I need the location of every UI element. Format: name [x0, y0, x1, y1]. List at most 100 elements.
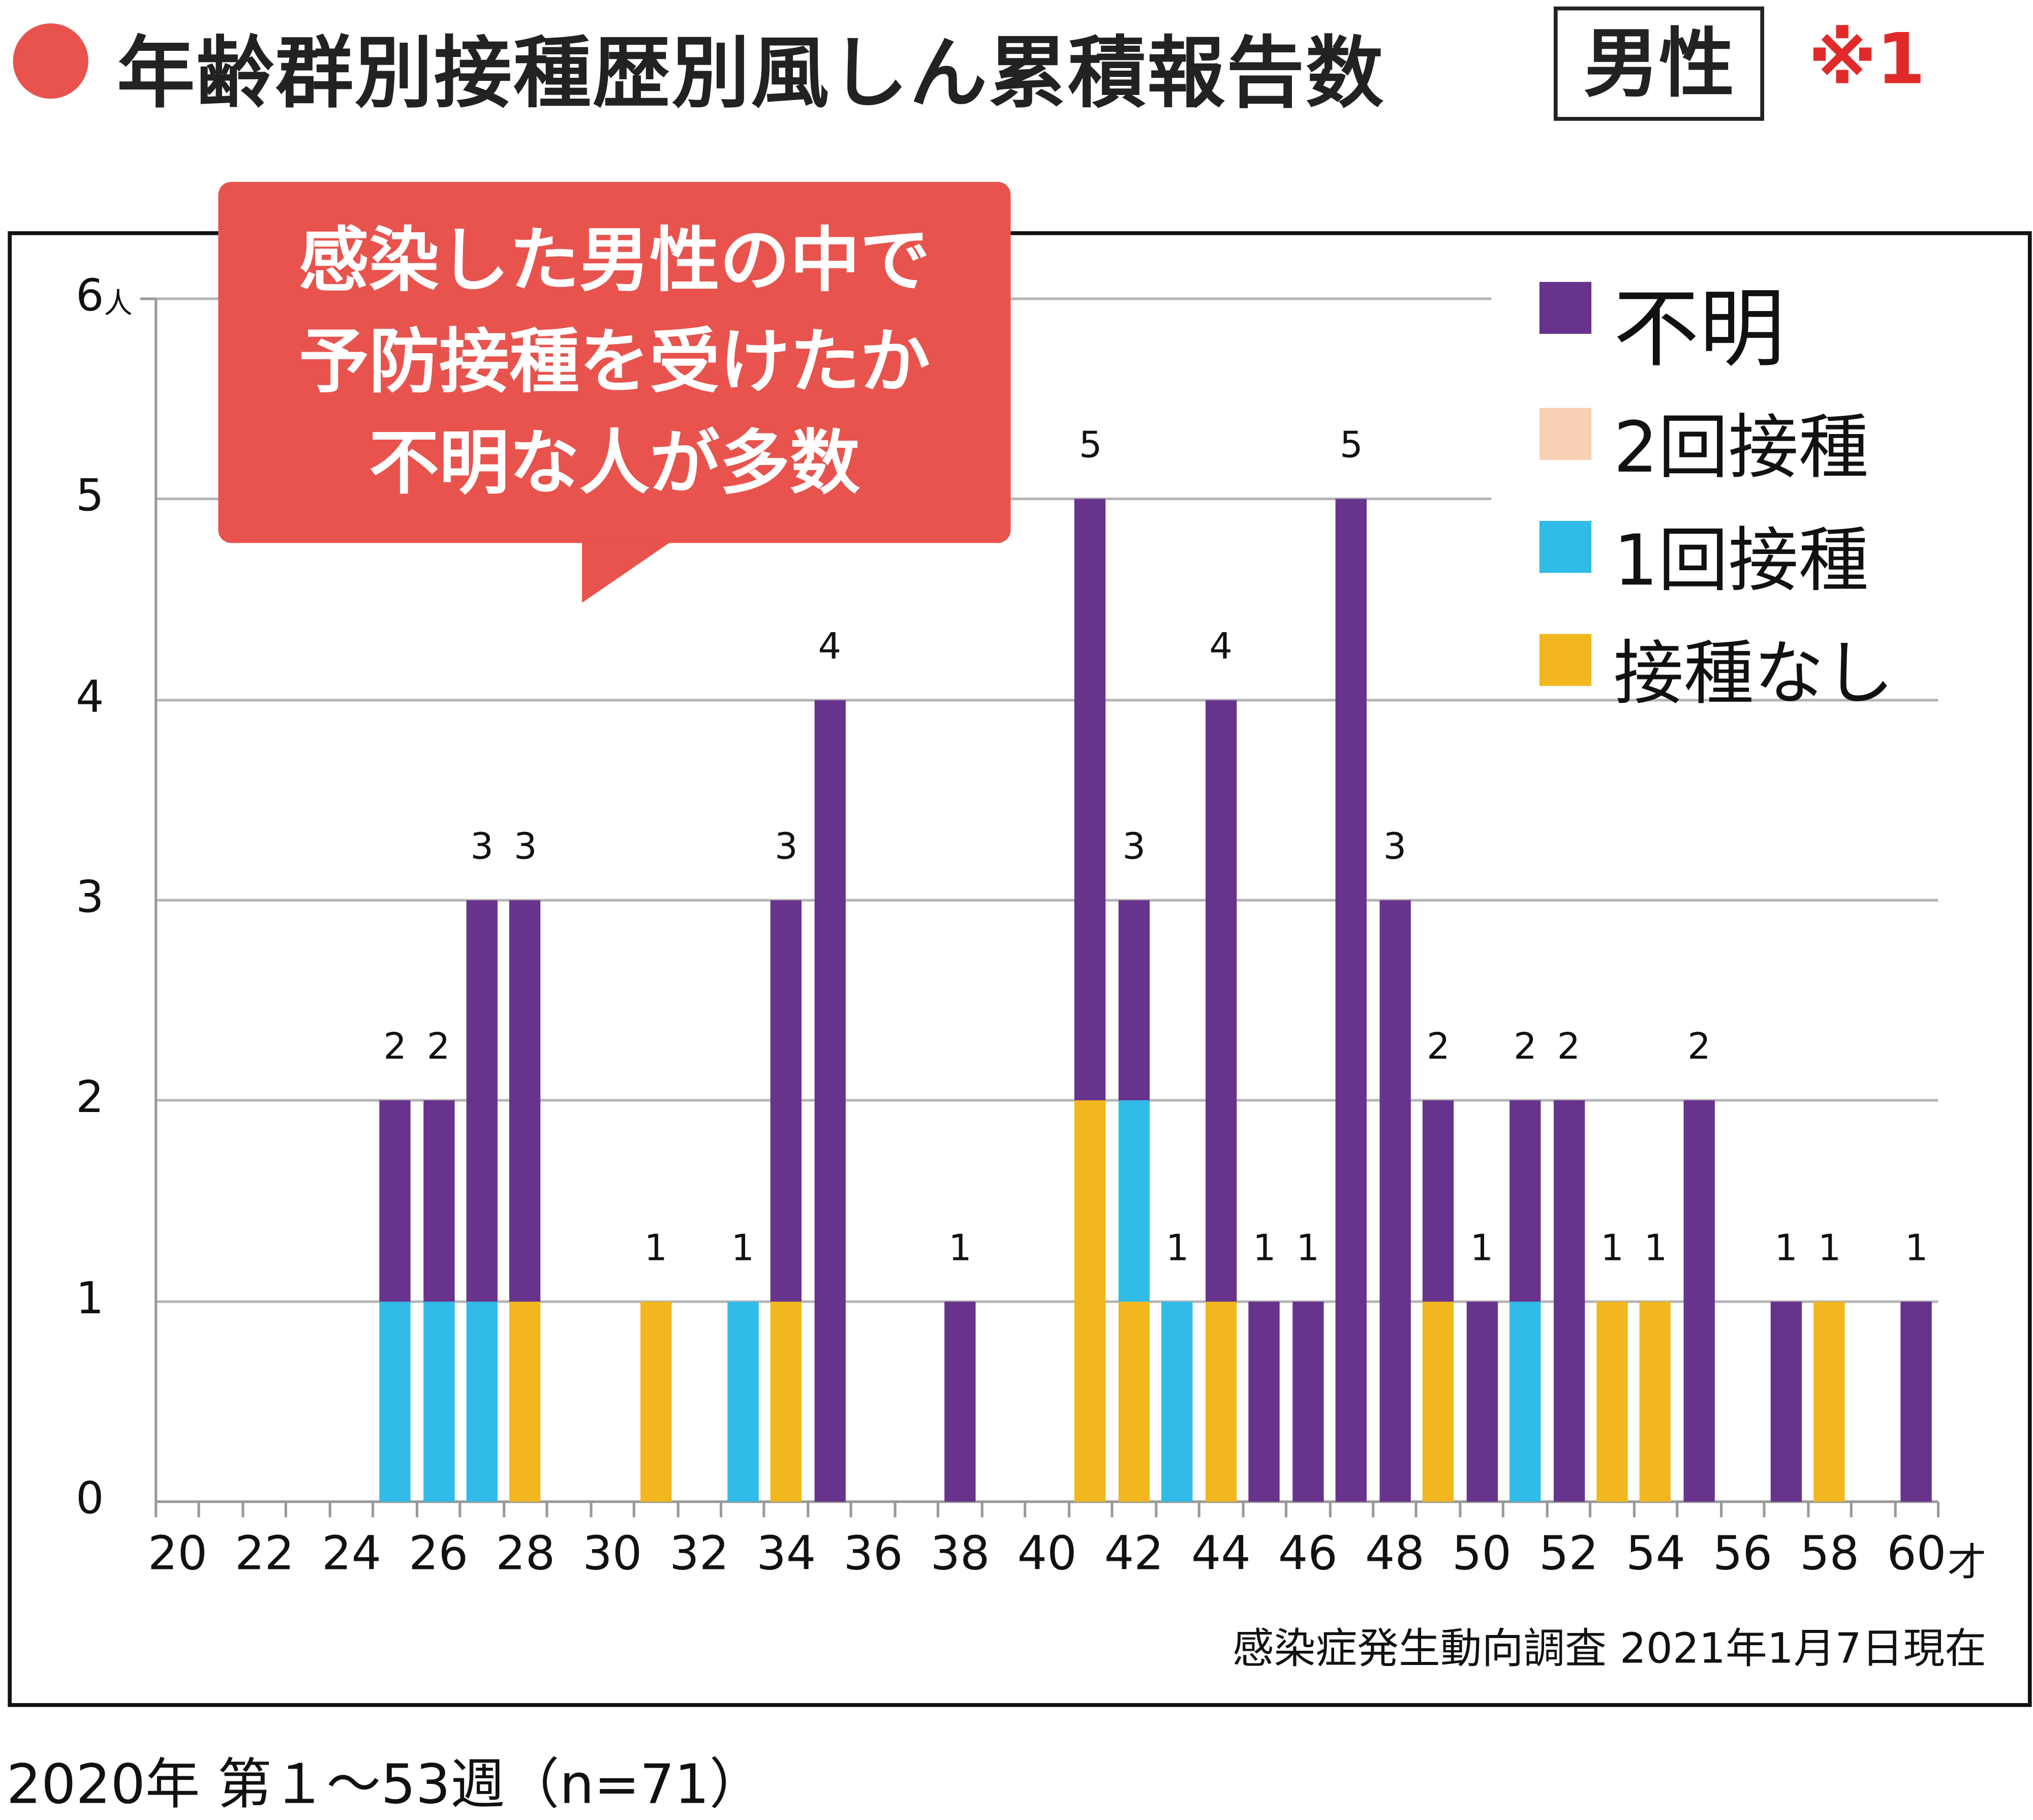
y-tick-label: 0	[76, 1473, 104, 1525]
bar-value-label: 1	[1600, 1225, 1624, 1269]
bar-segment-unknown	[1510, 1100, 1541, 1302]
gridline	[156, 698, 1938, 701]
x-axis-tick	[1589, 1501, 1592, 1518]
bar-value-label: 5	[1079, 424, 1102, 467]
bar-segment-unknown	[422, 1100, 454, 1302]
x-unit-label: 才	[1947, 1540, 1987, 1586]
bar-value-label: 1	[1774, 1225, 1798, 1269]
bar-value-label: 5	[1340, 424, 1363, 467]
legend-swatch-two-dose	[1539, 408, 1592, 460]
x-tick-label: 34	[756, 1527, 816, 1581]
bar-value-label: 2	[1557, 1025, 1581, 1068]
chart-frame	[8, 231, 2032, 1707]
legend-swatch-none	[1539, 634, 1592, 686]
x-axis-tick	[1459, 1501, 1462, 1518]
bar-segment-none	[1640, 1301, 1672, 1502]
legend-swatch-one-dose	[1539, 520, 1592, 573]
bar-segment-unknown	[1205, 699, 1237, 1302]
x-axis-tick	[458, 1501, 461, 1518]
y-tick-label: 1	[76, 1273, 104, 1325]
bar-value-label: 3	[513, 825, 537, 868]
bar-segment-one-dose	[379, 1301, 411, 1502]
x-tick-label: 32	[669, 1527, 729, 1581]
x-axis-tick	[1502, 1501, 1505, 1518]
bar-value-label: 1	[1818, 1225, 1841, 1269]
x-axis-tick	[807, 1501, 810, 1518]
bar-segment-none	[771, 1301, 802, 1502]
bar-segment-unknown	[510, 900, 541, 1302]
legend-label: 1回接種	[1613, 519, 1869, 602]
x-axis-tick	[1850, 1501, 1853, 1518]
x-axis-tick	[1763, 1501, 1766, 1518]
x-axis-tick	[676, 1501, 679, 1518]
x-axis-tick	[763, 1501, 766, 1518]
bar-segment-unknown	[1074, 499, 1106, 1101]
x-tick-label: 50	[1452, 1527, 1512, 1581]
bar-segment-unknown	[1249, 1301, 1280, 1502]
bar-segment-none	[1814, 1301, 1845, 1502]
x-tick-label: 30	[582, 1527, 642, 1581]
title-bullet-icon	[13, 23, 88, 99]
x-axis-tick	[1936, 1501, 1940, 1518]
bar-value-label: 3	[775, 825, 798, 868]
x-axis-tick	[1893, 1501, 1896, 1518]
bar-value-label: 1	[1470, 1225, 1494, 1269]
y-tick-label: 5	[76, 471, 104, 523]
bar-segment-none	[1423, 1301, 1454, 1502]
x-axis-tick	[285, 1501, 288, 1518]
bar-segment-one-dose	[1510, 1301, 1541, 1502]
period-footnote: 2020年 第１～53週（n=71）	[6, 1752, 764, 1816]
x-axis	[156, 1500, 1938, 1503]
x-tick-label: 40	[1017, 1527, 1077, 1581]
x-axis-tick	[328, 1501, 331, 1518]
x-axis-tick	[1676, 1501, 1679, 1518]
bar-value-label: 2	[383, 1025, 407, 1068]
y-tick-label: 2	[76, 1072, 104, 1124]
bar-segment-none	[1118, 1301, 1150, 1502]
bar-segment-unknown	[814, 699, 846, 1502]
x-tick-label: 60	[1887, 1527, 1947, 1581]
x-axis-tick	[980, 1501, 983, 1518]
legend-label: 不明	[1613, 279, 1785, 380]
bar-segment-one-dose	[1118, 1100, 1150, 1302]
callout-tail	[582, 540, 673, 603]
x-axis-tick	[1546, 1501, 1549, 1518]
bar-segment-unknown	[1292, 1301, 1323, 1502]
x-axis-tick	[850, 1501, 853, 1518]
x-tick-label: 24	[322, 1527, 382, 1581]
bar-segment-one-dose	[422, 1301, 454, 1502]
bar-value-label: 1	[1644, 1225, 1668, 1269]
bar-segment-unknown	[1901, 1301, 1932, 1502]
x-axis-tick	[1154, 1501, 1157, 1518]
x-tick-label: 44	[1191, 1527, 1251, 1581]
x-axis-tick	[1372, 1501, 1375, 1518]
x-axis-tick	[545, 1501, 549, 1518]
x-axis-tick	[1197, 1501, 1201, 1518]
x-axis-tick	[1285, 1501, 1288, 1518]
x-tick-label: 48	[1365, 1527, 1425, 1581]
x-axis-tick	[1111, 1501, 1114, 1518]
x-tick-label: 22	[234, 1527, 295, 1581]
y-tick-label: 4	[76, 671, 104, 723]
bar-segment-unknown	[1423, 1100, 1454, 1302]
x-axis-tick	[1415, 1501, 1418, 1518]
legend-label: 2回接種	[1613, 407, 1869, 489]
bar-value-label: 2	[1514, 1025, 1537, 1068]
bar-segment-one-dose	[1162, 1301, 1193, 1502]
bar-segment-unknown	[466, 900, 498, 1302]
x-tick-label: 36	[843, 1527, 903, 1581]
bar-segment-unknown	[1466, 1301, 1498, 1502]
bar-segment-one-dose	[727, 1301, 759, 1502]
bar-segment-unknown	[1683, 1100, 1715, 1502]
x-axis-tick	[1632, 1501, 1636, 1518]
bar-value-label: 1	[1904, 1225, 1928, 1269]
x-axis-tick	[894, 1501, 897, 1518]
sex-label-box: 男性	[1553, 6, 1765, 121]
bar-segment-unknown	[1770, 1301, 1802, 1502]
bar-segment-none	[1205, 1301, 1237, 1502]
x-axis-tick	[720, 1501, 723, 1518]
source-note: 感染症発生動向調査 2021年1月7日現在	[1232, 1624, 1987, 1674]
bar-value-label: 2	[426, 1025, 450, 1068]
